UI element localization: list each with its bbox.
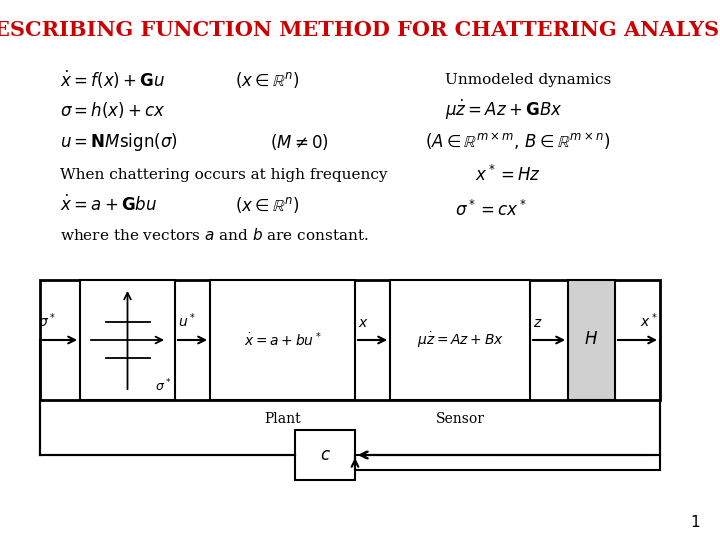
Text: $(A \in \mathbb{R}^{m\times m},\, B \in \mathbb{R}^{m\times n})$: $(A \in \mathbb{R}^{m\times m},\, B \in … [425,132,610,152]
Text: $\mu\dot{z} = Az + Bx$: $\mu\dot{z} = Az + Bx$ [416,330,503,350]
Text: $(x \in \mathbb{R}^n)$: $(x \in \mathbb{R}^n)$ [235,195,300,215]
Text: Sensor: Sensor [436,412,485,426]
Text: $\mu\dot{z} = Az + \mathbf{G}Bx$: $\mu\dot{z} = Az + \mathbf{G}Bx$ [445,98,562,122]
Text: $\dot{x} = a + \mathbf{G}bu$: $\dot{x} = a + \mathbf{G}bu$ [60,195,157,215]
Text: When chattering occurs at high frequency: When chattering occurs at high frequency [60,168,387,182]
Bar [568,280,615,400]
Text: $\dot{x} = a + bu^*$: $\dot{x} = a + bu^*$ [243,330,321,349]
Text: where the vectors $a$ and $b$ are constant.: where the vectors $a$ and $b$ are consta… [60,227,369,243]
Text: $x$: $x$ [358,316,369,330]
Text: DESCRIBING FUNCTION METHOD FOR CHATTERING ANALYSIS: DESCRIBING FUNCTION METHOD FOR CHATTERIN… [0,20,720,40]
Bar [390,280,530,400]
Text: $z$: $z$ [533,316,543,330]
Text: $x^*$: $x^*$ [640,312,658,330]
Text: Unmodeled dynamics: Unmodeled dynamics [445,73,611,87]
Text: $\sigma^* = cx^*$: $\sigma^* = cx^*$ [455,200,527,220]
Text: $c$: $c$ [320,447,330,463]
Text: $\dot{x} = f(x) + \mathbf{G}u$: $\dot{x} = f(x) + \mathbf{G}u$ [60,69,165,91]
Bar [295,430,355,480]
Bar [80,280,175,400]
Text: $x^* = Hz$: $x^* = Hz$ [475,165,541,185]
Text: $H$: $H$ [585,332,598,348]
Bar [40,280,660,400]
Text: Plant: Plant [264,412,301,426]
Text: $u^*$: $u^*$ [178,312,196,330]
Text: $(x \in \mathbb{R}^n)$: $(x \in \mathbb{R}^n)$ [235,70,300,90]
Text: 1: 1 [690,515,700,530]
Text: $u = \mathbf{N}M\mathrm{sign}(\sigma)$: $u = \mathbf{N}M\mathrm{sign}(\sigma)$ [60,131,178,153]
Bar [210,280,355,400]
Text: $\sigma^*$: $\sigma^*$ [155,377,171,394]
Text: $\sigma = h(x) + cx$: $\sigma = h(x) + cx$ [60,100,166,120]
Text: $\sigma^*$: $\sigma^*$ [38,312,56,330]
Text: $(M \neq 0)$: $(M \neq 0)$ [270,132,329,152]
